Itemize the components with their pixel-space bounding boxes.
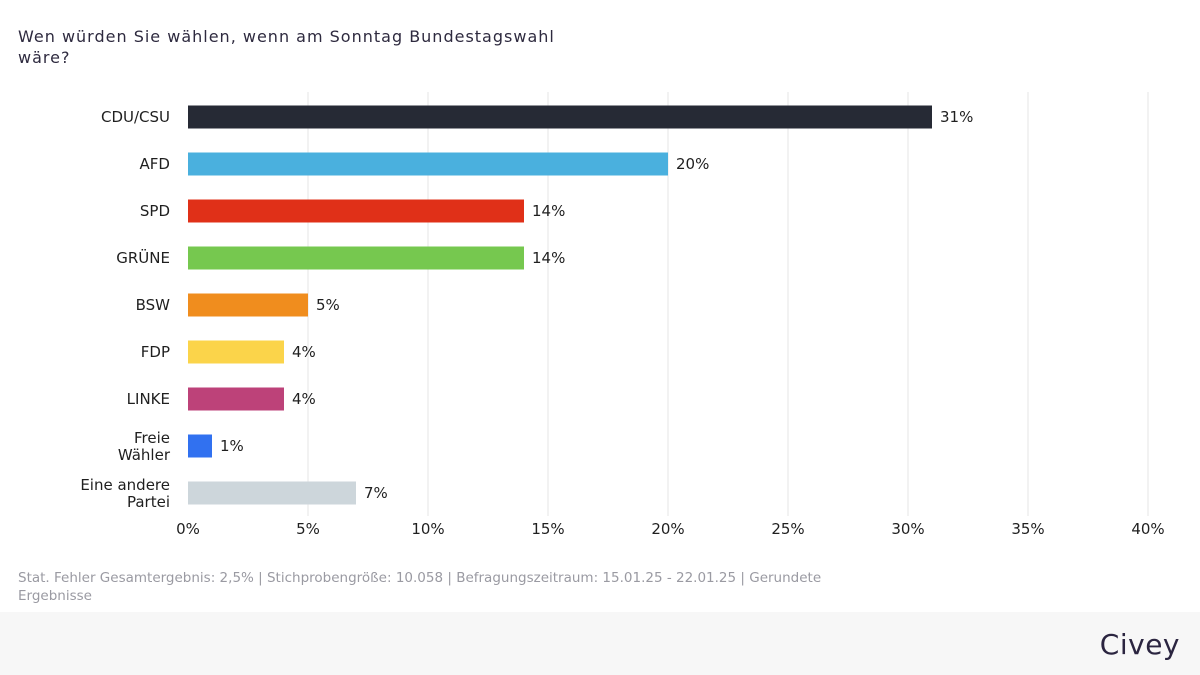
footnote: Stat. Fehler Gesamtergebnis: 2,5% | Stic… xyxy=(18,570,822,604)
chart-title: Wen würden Sie wählen, wenn am Sonntag B… xyxy=(18,27,555,67)
x-axis-ticks: 0% 5% 10% 15% 20% 25% 30% 35% 40% xyxy=(176,520,1165,538)
x-tick-label: 30% xyxy=(891,520,924,538)
category-label: SPD xyxy=(140,202,170,220)
category-label: GRÜNE xyxy=(116,248,170,267)
value-label: 4% xyxy=(292,343,316,361)
bar[interactable] xyxy=(188,293,308,317)
value-label: 31% xyxy=(940,108,973,126)
bar[interactable] xyxy=(188,481,356,505)
bar[interactable] xyxy=(188,434,212,458)
x-tick-label: 35% xyxy=(1011,520,1044,538)
x-tick-label: 5% xyxy=(296,520,320,538)
bar[interactable] xyxy=(188,246,524,270)
value-label: 5% xyxy=(316,296,340,314)
bar[interactable] xyxy=(188,105,932,129)
value-label: 20% xyxy=(676,155,709,173)
category-label: AFD xyxy=(140,155,170,173)
value-label: 1% xyxy=(220,437,244,455)
category-label: Eine andere Partei xyxy=(80,476,170,511)
value-label: 14% xyxy=(532,249,565,267)
category-label: CDU/CSU xyxy=(101,108,170,126)
value-labels: 31% 20% 14% 14% 5% 4% 4% 1% 7% xyxy=(220,108,973,502)
value-label: 7% xyxy=(364,484,388,502)
x-tick-label: 20% xyxy=(651,520,684,538)
value-label: 14% xyxy=(532,202,565,220)
x-tick-label: 0% xyxy=(176,520,200,538)
value-label: 4% xyxy=(292,390,316,408)
bar[interactable] xyxy=(188,199,524,223)
civey-logo[interactable]: Civey xyxy=(1099,628,1180,661)
category-labels: CDU/CSU AFD SPD GRÜNE BSW FDP LINKE Freie Wähler… xyxy=(80,108,170,511)
category-label: LINKE xyxy=(127,390,170,408)
x-tick-label: 25% xyxy=(771,520,804,538)
bars xyxy=(188,105,932,505)
bar[interactable] xyxy=(188,340,284,364)
bar[interactable] xyxy=(188,387,284,411)
category-label: FDP xyxy=(141,343,170,361)
x-tick-label: 40% xyxy=(1131,520,1164,538)
category-label: BSW xyxy=(136,296,171,314)
bar-chart: CDU/CSU AFD SPD GRÜNE BSW FDP LINKE Freie Wähler… xyxy=(80,92,1165,538)
category-label: Freie Wähler xyxy=(118,429,171,464)
x-tick-label: 10% xyxy=(411,520,444,538)
x-tick-label: 15% xyxy=(531,520,564,538)
bar[interactable] xyxy=(188,152,668,176)
footer-band: Civey xyxy=(0,612,1200,675)
